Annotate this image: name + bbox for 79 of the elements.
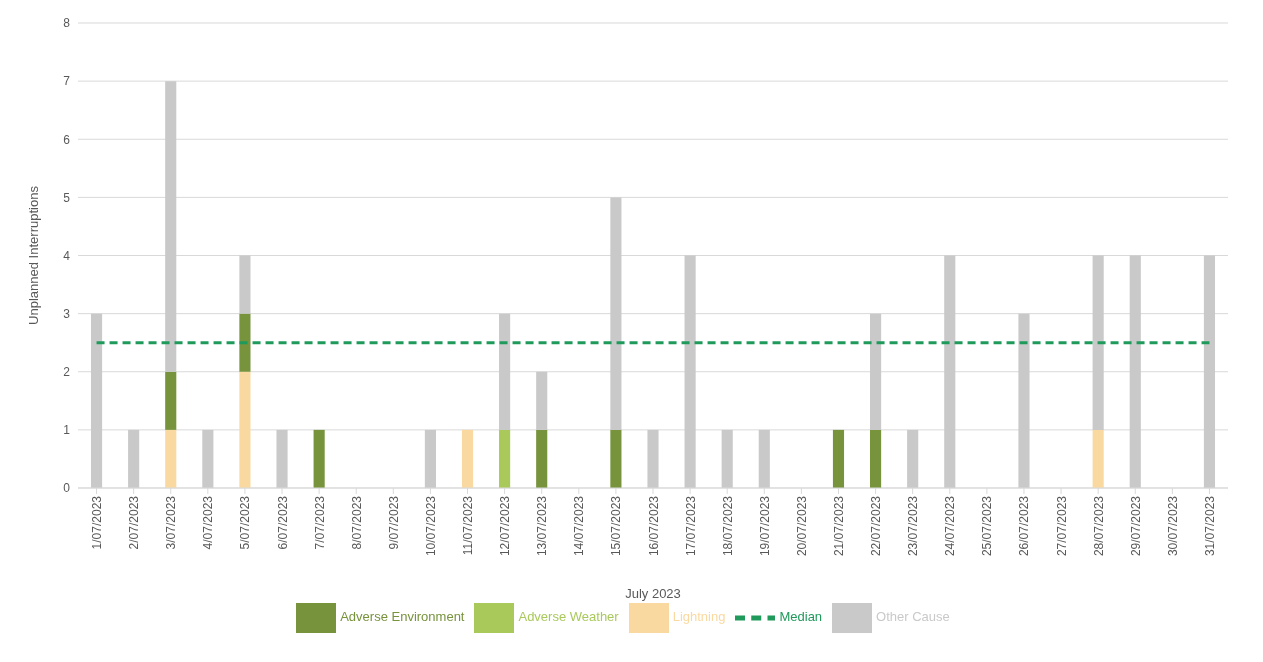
bar	[907, 429, 919, 488]
y-tick-label: 5	[63, 190, 71, 205]
x-tick-label: 2/07/2023	[127, 495, 142, 550]
x-tick-label: 27/07/2023	[1054, 495, 1069, 557]
x-tick-label: 19/07/2023	[757, 495, 772, 557]
bar	[165, 429, 177, 488]
x-tick-label: 24/07/2023	[943, 495, 958, 557]
x-tick-label: 14/07/2023	[572, 495, 587, 557]
legend-label: Lightning	[672, 609, 726, 625]
bar	[1129, 255, 1141, 488]
x-tick-label: 21/07/2023	[832, 495, 846, 557]
x-axis-title: July 2023	[625, 586, 681, 601]
x-tick-label: 22/07/2023	[869, 495, 884, 557]
bar	[870, 313, 882, 430]
bar	[239, 313, 251, 372]
bar	[758, 429, 770, 488]
x-tick-label: 5/07/2023	[238, 495, 253, 550]
bar	[1092, 255, 1104, 430]
x-tick-label: 1/07/2023	[90, 495, 105, 550]
x-tick-label: 6/07/2023	[275, 495, 290, 550]
bar	[721, 429, 733, 488]
bar	[536, 429, 548, 488]
bar	[610, 197, 622, 430]
bar	[313, 429, 325, 488]
legend-label: Adverse Environment	[340, 609, 465, 625]
x-tick-label: 28/07/2023	[1091, 495, 1106, 557]
x-tick-label: 30/07/2023	[1165, 495, 1180, 557]
bar	[647, 429, 659, 488]
bar	[1092, 429, 1104, 488]
bar	[870, 429, 882, 488]
bar	[90, 313, 103, 488]
legend-label: Median	[779, 609, 823, 625]
bar	[424, 429, 436, 488]
x-tick-label: 25/07/2023	[980, 495, 995, 557]
y-tick-label: 6	[63, 132, 71, 147]
y-tick-label: 8	[63, 16, 71, 31]
x-tick-label: 31/07/2023	[1202, 495, 1217, 557]
x-tick-label: 4/07/2023	[201, 495, 216, 550]
bar	[944, 255, 956, 488]
x-tick-label: 15/07/2023	[609, 495, 624, 557]
legend-label: Adverse Weather	[518, 609, 619, 625]
x-tick-label: 12/07/2023	[498, 495, 513, 557]
y-tick-label: 1	[63, 423, 71, 438]
y-axis-title: Unplanned Interruptions	[25, 185, 41, 325]
x-tick-label: 29/07/2023	[1128, 495, 1143, 557]
bar	[832, 429, 845, 488]
bar	[499, 313, 511, 430]
x-tick-label: 16/07/2023	[646, 495, 661, 557]
x-tick-label: 10/07/2023	[423, 495, 438, 557]
bar	[202, 429, 214, 488]
x-tick-label: 20/07/2023	[794, 495, 809, 557]
bar	[610, 429, 622, 488]
y-tick-label: 7	[63, 74, 71, 89]
bar	[239, 255, 251, 314]
bar	[128, 429, 140, 488]
y-tick-label: 0	[63, 481, 71, 496]
x-tick-label: 13/07/2023	[535, 495, 550, 557]
x-tick-label: 7/07/2023	[312, 495, 327, 550]
x-tick-label: 8/07/2023	[349, 495, 364, 550]
x-tick-label: 9/07/2023	[386, 495, 401, 550]
y-tick-label: 2	[63, 365, 71, 380]
bar	[239, 371, 251, 488]
y-tick-label: 3	[63, 306, 71, 321]
x-tick-label: 11/07/2023	[461, 495, 476, 556]
x-tick-label: 23/07/2023	[906, 495, 921, 557]
bar	[499, 429, 511, 488]
bar	[276, 429, 288, 488]
bar	[165, 81, 177, 372]
x-tick-label: 17/07/2023	[683, 495, 698, 557]
bar	[165, 371, 177, 430]
bar	[1203, 255, 1216, 488]
x-tick-label: 26/07/2023	[1017, 495, 1032, 557]
x-tick-label: 18/07/2023	[720, 495, 735, 557]
bar	[1018, 313, 1030, 488]
bar	[684, 255, 696, 488]
x-tick-label: 3/07/2023	[164, 495, 179, 550]
bar	[461, 429, 474, 488]
bar	[536, 371, 548, 430]
y-tick-label: 4	[63, 248, 71, 263]
